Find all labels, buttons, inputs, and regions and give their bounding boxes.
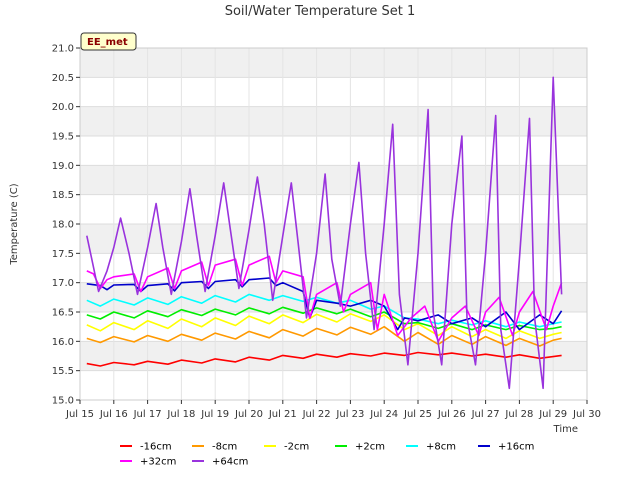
legend-label: +64cm (212, 457, 248, 468)
series-layer (86, 76, 563, 390)
x-tick-label: Jul 21 (268, 409, 297, 420)
legend-item: -2cm (264, 442, 309, 453)
plot-band (80, 224, 587, 254)
x-tick-label: Jul 28 (504, 409, 533, 420)
x-tick-label: Jul 18 (166, 409, 195, 420)
series-line--8cm (86, 325, 562, 347)
legend-item: +16cm (478, 442, 534, 453)
x-tick-label: Jul 23 (335, 409, 364, 420)
plot-band (80, 194, 587, 224)
plot-band (80, 312, 587, 342)
plot-band (80, 136, 587, 166)
x-tick-label: Jul 30 (572, 409, 601, 420)
x-tick-label: Jul 24 (369, 409, 398, 420)
y-tick-label: 21.0 (52, 44, 74, 55)
y-tick-label: 15.5 (52, 366, 74, 377)
series-line--2cm (86, 312, 562, 340)
legend-label: -2cm (284, 442, 309, 453)
legend: -16cm -8cm -2cm +2cm +8cm +16cm +32cm +64cm (120, 442, 534, 468)
plot-band (80, 165, 587, 195)
legend-label: +16cm (498, 442, 534, 453)
x-tick-label: Jul 27 (471, 409, 500, 420)
y-tick-label: 19.5 (52, 132, 74, 143)
x-tick-label: Jul 17 (133, 409, 162, 420)
x-tick-label: Jul 16 (99, 409, 128, 420)
y-tick-label: 17.0 (52, 278, 74, 289)
legend-label: -16cm (140, 442, 172, 453)
series-line-+32cm (86, 255, 563, 343)
chart-title: Soil/Water Temperature Set 1 (225, 4, 416, 19)
station-badge: EE_met (80, 32, 137, 51)
y-tick-label: 17.5 (52, 249, 74, 260)
x-axis-label: Time (553, 424, 578, 435)
y-tick-label: 20.5 (52, 73, 74, 84)
x-tick-label: Jul 25 (403, 409, 432, 420)
series-line-+8cm (86, 293, 562, 328)
y-tick-label: 20.0 (52, 102, 74, 113)
legend-item: +32cm (120, 457, 176, 468)
x-tick-label: Jul 20 (234, 409, 263, 420)
series-line-+2cm (86, 306, 562, 331)
station-badge-text: EE_met (87, 37, 128, 48)
x-tick-label: Jul 26 (437, 409, 466, 420)
y-axis-label: Temperature (C) (9, 183, 20, 265)
plot-band (80, 106, 587, 136)
legend-label: +32cm (140, 457, 176, 468)
series-line-+16cm (86, 277, 563, 331)
legend-label: +2cm (355, 442, 385, 453)
y-tick-label: 18.5 (52, 190, 74, 201)
legend-label: -8cm (212, 442, 237, 453)
x-tick-label: Jul 19 (200, 409, 229, 420)
legend-item: -16cm (120, 442, 172, 453)
plot-band (80, 48, 587, 78)
y-tick-label: 19.0 (52, 161, 74, 172)
x-tick-label: Jul 22 (302, 409, 331, 420)
legend-item: +8cm (406, 442, 456, 453)
series-line-+64cm (86, 76, 563, 390)
series-line--16cm (86, 351, 562, 367)
x-tick-label: Jul 29 (538, 409, 567, 420)
x-tick-label: Jul 15 (65, 409, 94, 420)
y-tick-label: 16.5 (52, 308, 74, 319)
y-tick-label: 18.0 (52, 220, 74, 231)
legend-label: +8cm (426, 442, 456, 453)
legend-item: +64cm (192, 457, 248, 468)
legend-item: -8cm (192, 442, 237, 453)
plot-band (80, 370, 587, 400)
y-axis-ticks: 15.0 15.5 16.0 16.5 17.0 17.5 18.0 18.5 19.0 19.5… (52, 44, 80, 407)
x-axis-ticks: Jul 15 Jul 16 Jul 17 Jul 18 Jul 19 Jul 20 Jul … (65, 400, 601, 420)
plot-band (80, 77, 587, 107)
y-tick-label: 15.0 (52, 396, 74, 407)
legend-item: +2cm (335, 442, 385, 453)
y-tick-label: 16.0 (52, 337, 74, 348)
plot-band (80, 282, 587, 312)
